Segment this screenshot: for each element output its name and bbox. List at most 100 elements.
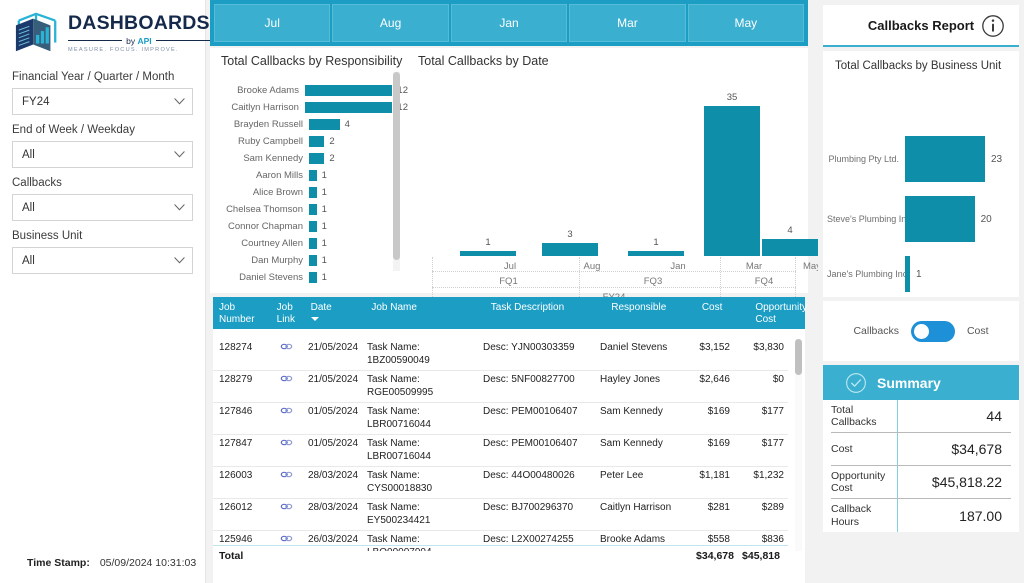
resp-bar[interactable] xyxy=(309,238,317,249)
resp-category-label: Connor Chapman xyxy=(228,221,303,232)
cell-cost: $169 xyxy=(682,402,734,435)
callbacks-by-responsibility-chart: Total Callbacks by Responsibility Brooke… xyxy=(210,48,408,293)
table-row[interactable]: 126012 28/03/2024 Task Name: EY500234421 De… xyxy=(213,498,788,531)
resp-value-label: 1 xyxy=(321,255,327,266)
table-scrollbar[interactable] xyxy=(795,339,802,551)
chain-link-icon[interactable] xyxy=(280,374,293,383)
resp-bar[interactable] xyxy=(309,272,317,283)
date-bar[interactable] xyxy=(704,106,760,256)
tab-may[interactable]: May xyxy=(687,4,805,42)
cell-job-link[interactable] xyxy=(269,370,302,403)
date-bar[interactable] xyxy=(628,251,684,256)
date-column-group[interactable]: 1 xyxy=(460,237,516,256)
info-circle-icon[interactable] xyxy=(981,14,1005,38)
date-column-group[interactable]: 35 xyxy=(704,92,760,256)
bu-bar-row[interactable]: Steve's Plumbing Inc 20 xyxy=(827,196,992,242)
column-header-task-description[interactable]: Task Description xyxy=(484,297,606,329)
resp-bar-row[interactable]: Brooke Adams 12 xyxy=(221,82,408,99)
tab-aug[interactable]: Aug xyxy=(332,4,449,42)
cell-date: 01/05/2024 xyxy=(302,402,361,435)
slicer-dropdown[interactable]: FY24 xyxy=(12,88,193,115)
chain-link-icon[interactable] xyxy=(280,502,293,511)
resp-bar[interactable] xyxy=(309,187,317,198)
chain-link-icon[interactable] xyxy=(280,342,293,351)
date-chart-title: Total Callbacks by Date xyxy=(418,54,549,68)
resp-bar-row[interactable]: Aaron Mills 1 xyxy=(221,167,408,184)
column-header-job-link[interactable]: Job Link xyxy=(270,297,305,329)
chain-link-icon[interactable] xyxy=(280,534,293,543)
date-axis-quarter: FQ4 xyxy=(754,276,774,287)
column-header-date[interactable]: Date xyxy=(304,297,366,329)
slicer-dropdown[interactable]: All xyxy=(12,247,193,274)
resp-bar-row[interactable]: Daniel Stevens 1 xyxy=(221,269,408,286)
tab-jul[interactable]: Jul xyxy=(214,4,331,42)
cell-opportunity-cost: $177 xyxy=(734,402,788,435)
resp-bar-row[interactable]: Dan Murphy 1 xyxy=(221,252,408,269)
resp-bar-row[interactable]: Courtney Allen 1 xyxy=(221,235,408,252)
tab-mar[interactable]: Mar xyxy=(569,4,686,42)
resp-bar[interactable] xyxy=(309,119,340,130)
resp-bar[interactable] xyxy=(309,153,325,164)
resp-bar[interactable] xyxy=(309,170,317,181)
date-column-group[interactable]: 3 xyxy=(542,229,598,256)
cell-job-link[interactable] xyxy=(269,498,302,531)
bu-bar[interactable] xyxy=(905,196,975,242)
cell-responsible: Daniel Stevens xyxy=(594,339,682,371)
cell-job-link[interactable] xyxy=(269,339,302,371)
chain-link-icon[interactable] xyxy=(280,406,293,415)
resp-bar[interactable] xyxy=(309,136,325,147)
resp-bar-row[interactable]: Chelsea Thomson 1 xyxy=(221,201,408,218)
table-row[interactable]: 127846 01/05/2024 Task Name: LBR00716044 De… xyxy=(213,402,788,435)
date-axis-month: May xyxy=(803,261,821,272)
bu-bar-row[interactable]: Plumbing Pty Ltd. 23 xyxy=(827,136,1002,182)
chain-link-icon[interactable] xyxy=(280,470,293,479)
bu-bar-row[interactable]: Jane's Plumbing Inc 1 xyxy=(827,256,922,292)
axis-separator xyxy=(432,271,796,272)
resp-bar[interactable] xyxy=(309,255,317,266)
cell-task-description: Desc: 44O00480026 xyxy=(477,466,594,499)
resp-chart-scrollbar[interactable] xyxy=(393,72,400,271)
cell-date: 21/05/2024 xyxy=(302,339,361,371)
date-value-label: 1 xyxy=(485,237,491,248)
tab-jan[interactable]: Jan xyxy=(450,4,568,42)
date-bar[interactable] xyxy=(542,243,598,256)
column-header-responsible[interactable]: Responsible xyxy=(605,297,696,329)
date-bar[interactable] xyxy=(762,238,818,256)
resp-bar-row[interactable]: Brayden Russell 4 xyxy=(221,116,408,133)
bu-bar[interactable] xyxy=(905,256,910,292)
resp-bar-row[interactable]: Sam Kennedy 2 xyxy=(221,150,408,167)
resp-bar-row[interactable]: Ruby Campbell 2 xyxy=(221,133,408,150)
chain-link-icon[interactable] xyxy=(280,438,293,447)
charts-panel: Total Callbacks by Responsibility Brooke… xyxy=(210,48,821,303)
chevron-down-icon xyxy=(174,151,185,158)
summary-key: Callback Hours xyxy=(831,503,872,528)
cell-job-link[interactable] xyxy=(269,434,302,467)
resp-bar[interactable] xyxy=(304,85,393,96)
bu-bar[interactable] xyxy=(905,136,985,182)
table-row[interactable]: 127847 01/05/2024 Task Name: LBR00716044 De… xyxy=(213,434,788,467)
resp-bar-row[interactable]: Connor Chapman 1 xyxy=(221,218,408,235)
resp-bar-row[interactable]: Alice Brown 1 xyxy=(221,184,408,201)
table-body-scroll[interactable]: 128274 21/05/2024 Task Name: 1BZ00590049 De… xyxy=(213,339,788,551)
resp-bar[interactable] xyxy=(304,102,393,113)
slicer-dropdown[interactable]: All xyxy=(12,141,193,168)
callbacks-cost-switch[interactable] xyxy=(910,320,955,342)
date-column-group[interactable]: 4 xyxy=(762,225,818,256)
table-row[interactable]: 128279 21/05/2024 Task Name: RGE00509995 De… xyxy=(213,370,788,403)
chevron-down-icon xyxy=(174,257,185,264)
date-bar[interactable] xyxy=(460,251,516,256)
resp-bar[interactable] xyxy=(309,221,317,232)
column-header-cost[interactable]: Cost xyxy=(695,297,750,329)
column-header-job-name[interactable]: Job Name xyxy=(365,297,485,329)
column-header-opportunity-cost[interactable]: Opportunity Cost xyxy=(749,297,807,329)
slicer-dropdown[interactable]: All xyxy=(12,194,193,221)
column-header-job-number[interactable]: Job Number xyxy=(213,297,271,329)
cell-job-link[interactable] xyxy=(269,466,302,499)
resp-bar-row[interactable]: Caitlyn Harrison 12 xyxy=(221,99,408,116)
date-column-group[interactable]: 1 xyxy=(628,237,684,256)
table-row[interactable]: 126003 28/03/2024 Task Name: CYS00018830 De… xyxy=(213,466,788,499)
table-row[interactable]: 128274 21/05/2024 Task Name: 1BZ00590049 De… xyxy=(213,339,788,371)
resp-bar[interactable] xyxy=(309,204,317,215)
slicer-0: Financial Year / Quarter / Month FY24 xyxy=(0,71,205,115)
cell-job-link[interactable] xyxy=(269,402,302,435)
